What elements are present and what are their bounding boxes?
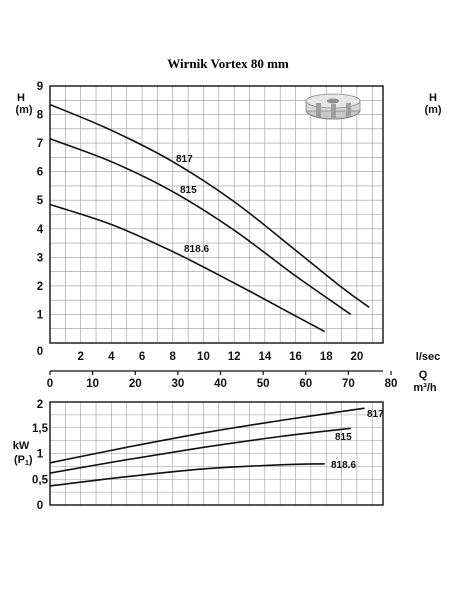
power-curve-818-6	[49, 463, 325, 487]
flow-lsec-tick-label: 2	[77, 351, 83, 363]
head-y-tick-label: 0	[37, 346, 43, 358]
head-y-tick-label: 5	[37, 195, 44, 207]
chart-title: Wirnik Vortex 80 mm	[167, 56, 289, 71]
flow-lsec-tick-label: 14	[258, 351, 271, 363]
flow-lsec-tick-label: 4	[108, 351, 115, 363]
flow-m3h-tick-label: 30	[171, 378, 184, 390]
power-y-axis-label: kW	[13, 440, 30, 452]
impeller-image	[305, 93, 361, 120]
flow-lsec-unit: l/sec	[416, 351, 440, 363]
flow-lsec-tick-label: 10	[197, 351, 210, 363]
flow-lsec-tick-label: 8	[170, 351, 177, 363]
flow-m3h-tick-label: 20	[129, 378, 142, 390]
power-y-axis-unit: (P1)	[14, 454, 33, 467]
flow-m3h-unit: m³/h	[413, 382, 437, 394]
flow-lsec-tick-label: 16	[289, 351, 302, 363]
head-curve-817	[49, 103, 370, 308]
flow-m3h-tick-label: 0	[47, 378, 53, 390]
head-y-tick-label: 6	[37, 167, 43, 179]
power-curve-817	[49, 407, 365, 464]
power-curve-label: 817	[367, 409, 384, 420]
flow-lsec-tick-label: 20	[351, 351, 364, 363]
power-y-tick-label: 0,5	[32, 474, 49, 486]
head-curve-label: 818.6	[184, 244, 209, 255]
power-y-tick-label: 1	[37, 449, 44, 461]
power-curve-label: 818.6	[331, 460, 356, 471]
power-plot-frame	[49, 401, 384, 506]
flow-q-label: Q	[419, 369, 428, 381]
power-y-tick-label: 0	[37, 500, 43, 512]
flow-m3h-tick-label: 40	[214, 378, 227, 390]
head-y-tick-label: 1	[37, 309, 44, 321]
head-curve-label: 817	[176, 154, 193, 165]
head-y-tick-label: 4	[37, 224, 44, 236]
flow-m3h-tick-label: 60	[299, 378, 312, 390]
head-plot-frame	[49, 85, 384, 344]
head-y-tick-label: 2	[37, 281, 43, 293]
head-y-axis-label-right: H	[429, 92, 437, 104]
head-y-axis-label-left: H	[17, 92, 25, 104]
head-curve-818-6	[49, 203, 326, 333]
flow-lsec-tick-label: 6	[139, 351, 145, 363]
flow-m3h-tick-label: 50	[257, 378, 270, 390]
flow-lsec-tick-label: 12	[228, 351, 241, 363]
head-curve-label: 815	[180, 185, 197, 196]
flow-m3h-tick-label: 10	[86, 378, 99, 390]
flow-m3h-tick-label: 70	[342, 378, 355, 390]
power-curve-815	[49, 427, 351, 474]
power-y-tick-label: 1,5	[32, 423, 49, 435]
power-y-tick-label: 2	[37, 399, 43, 411]
head-y-axis-unit-right: (m)	[424, 104, 441, 116]
head-y-tick-label: 3	[37, 252, 43, 264]
head-y-axis-unit-left: (m)	[15, 104, 32, 116]
head-y-tick-label: 7	[37, 138, 43, 150]
power-grid	[50, 402, 383, 505]
power-curve-label: 815	[335, 432, 352, 443]
head-curve-815	[49, 138, 352, 316]
head-y-tick-label: 8	[37, 110, 44, 122]
flow-m3h-tick-label: 80	[385, 378, 398, 390]
flow-lsec-tick-label: 18	[320, 351, 333, 363]
head-y-tick-label: 9	[37, 81, 43, 93]
